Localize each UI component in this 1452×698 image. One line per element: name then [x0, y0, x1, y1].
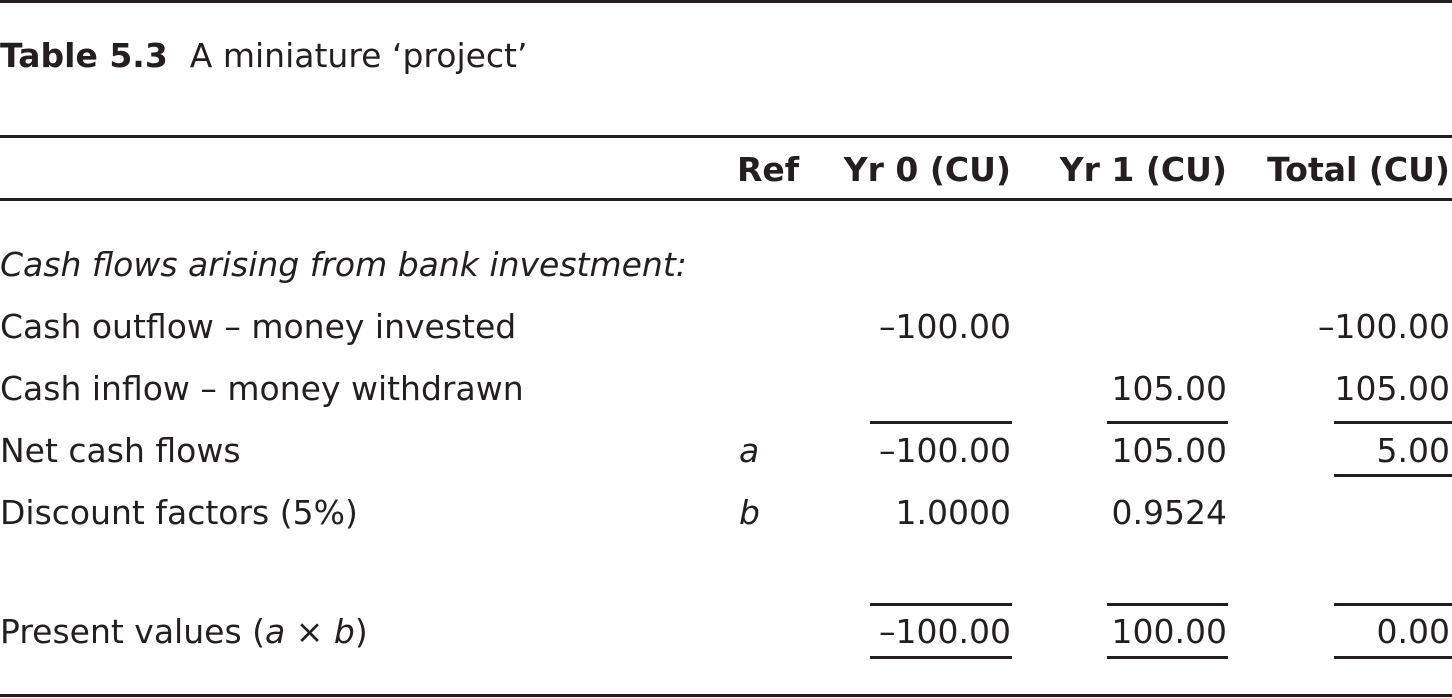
header-total: Total (CU)	[1267, 150, 1450, 189]
pv-bottom-rule-total	[1334, 656, 1452, 659]
sum-rule-yr1	[1107, 421, 1228, 424]
row-ref: a	[739, 431, 760, 470]
pv-bottom-rule-yr1	[1107, 656, 1228, 659]
pv-label-pre: Present values (	[0, 612, 265, 651]
table-title: A miniature ‘project’	[189, 36, 528, 75]
header-yr0: Yr 0 (CU)	[843, 150, 1011, 189]
pv-top-rule-yr1	[1107, 603, 1228, 606]
header-top-rule	[0, 135, 1452, 138]
pv-bottom-rule-yr0	[870, 656, 1012, 659]
pv-total: 0.00	[1376, 612, 1450, 651]
row-yr1: 105.00	[1111, 369, 1227, 408]
pv-top-rule-total	[1334, 603, 1452, 606]
top-rule	[0, 0, 1452, 3]
pv-label-times: ×	[285, 612, 334, 651]
pv-yr0: –100.00	[879, 612, 1011, 651]
row-label: Net cash flows	[0, 431, 241, 470]
header-bottom-rule	[0, 198, 1452, 201]
sum-rule-yr0	[870, 421, 1012, 424]
bottom-rule	[0, 694, 1452, 697]
total-underline	[1334, 474, 1452, 477]
pv-label-post: )	[354, 612, 368, 651]
table-caption: Table 5.3 A miniature ‘project’	[0, 34, 527, 78]
row-total: 105.00	[1334, 369, 1450, 408]
header-ref: Ref	[737, 150, 800, 189]
header-yr1: Yr 1 (CU)	[1059, 150, 1227, 189]
row-ref: b	[739, 493, 760, 532]
sum-rule-total	[1334, 421, 1452, 424]
pv-label-b: b	[333, 612, 355, 651]
pv-top-rule-yr0	[870, 603, 1012, 606]
row-label: Cash inflow – money withdrawn	[0, 369, 524, 408]
row-yr1: 105.00	[1111, 431, 1227, 470]
row-yr0: –100.00	[879, 307, 1011, 346]
row-total: 5.00	[1376, 431, 1450, 470]
row-yr1: 0.9524	[1111, 493, 1227, 532]
table-number: Table 5.3	[0, 36, 168, 75]
pv-yr1: 100.00	[1111, 612, 1227, 651]
row-label: Cash outflow – money invested	[0, 307, 517, 346]
row-yr0: 1.0000	[895, 493, 1011, 532]
pv-label-a: a	[265, 612, 286, 651]
row-total: –100.00	[1318, 307, 1450, 346]
pv-label: Present values (a × b)	[0, 610, 368, 654]
row-yr0: –100.00	[879, 431, 1011, 470]
row-label: Discount factors (5%)	[0, 493, 358, 532]
section-label: Cash flows arising from bank investment:	[0, 245, 687, 284]
